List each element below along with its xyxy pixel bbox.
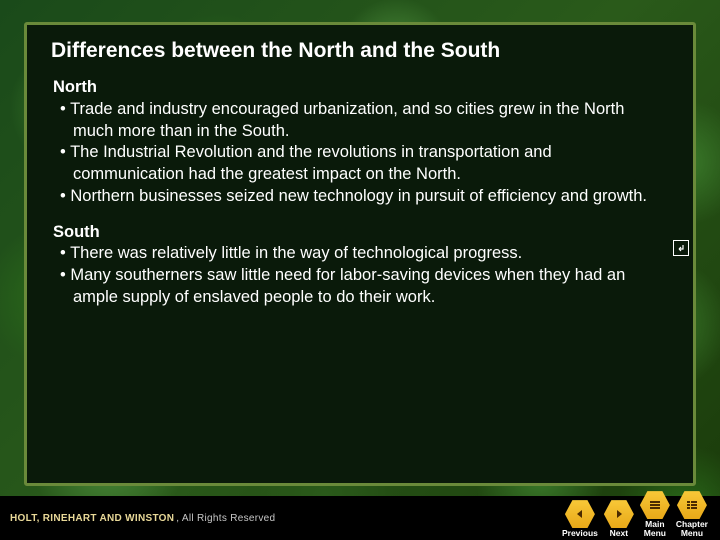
main-menu-icon xyxy=(640,491,670,519)
bullet-item: Northern businesses seized new technolog… xyxy=(53,186,667,208)
return-icon[interactable] xyxy=(673,240,689,256)
nav-label: Chapter Menu xyxy=(676,520,708,538)
nav-group: Previous Next Main Menu Chapter Menu xyxy=(560,496,710,540)
bullet-item: There was relatively little in the way o… xyxy=(53,243,667,265)
nav-label: Previous xyxy=(562,529,598,538)
slide-title: Differences between the North and the So… xyxy=(51,39,671,63)
south-bullets: There was relatively little in the way o… xyxy=(53,243,667,308)
previous-button[interactable]: Previous xyxy=(560,500,600,538)
next-button[interactable]: Next xyxy=(602,500,636,538)
section-heading-south: South xyxy=(53,222,667,244)
content-box: North Trade and industry encouraged urba… xyxy=(49,77,671,309)
section-heading-north: North xyxy=(53,77,667,99)
north-bullets: Trade and industry encouraged urbanizati… xyxy=(53,99,667,208)
slide-frame: Differences between the North and the So… xyxy=(24,22,696,486)
bullet-item: Trade and industry encouraged urbanizati… xyxy=(53,99,667,143)
main-menu-button[interactable]: Main Menu xyxy=(638,491,672,538)
chapter-menu-icon xyxy=(677,491,707,519)
nav-label: Main Menu xyxy=(644,520,666,538)
chapter-menu-button[interactable]: Chapter Menu xyxy=(674,491,710,538)
bullet-item: Many southerners saw little need for lab… xyxy=(53,265,667,309)
next-icon xyxy=(604,500,634,528)
bullet-item: The Industrial Revolution and the revolu… xyxy=(53,142,667,186)
footer-bar: HOLT, RINEHART AND WINSTON, All Rights R… xyxy=(0,496,720,540)
publisher-text: HOLT, RINEHART AND WINSTON, All Rights R… xyxy=(10,513,275,524)
rights-text: , All Rights Reserved xyxy=(176,513,275,524)
nav-label: Next xyxy=(610,529,628,538)
publisher-name: HOLT, RINEHART AND WINSTON xyxy=(10,513,174,524)
previous-icon xyxy=(565,500,595,528)
